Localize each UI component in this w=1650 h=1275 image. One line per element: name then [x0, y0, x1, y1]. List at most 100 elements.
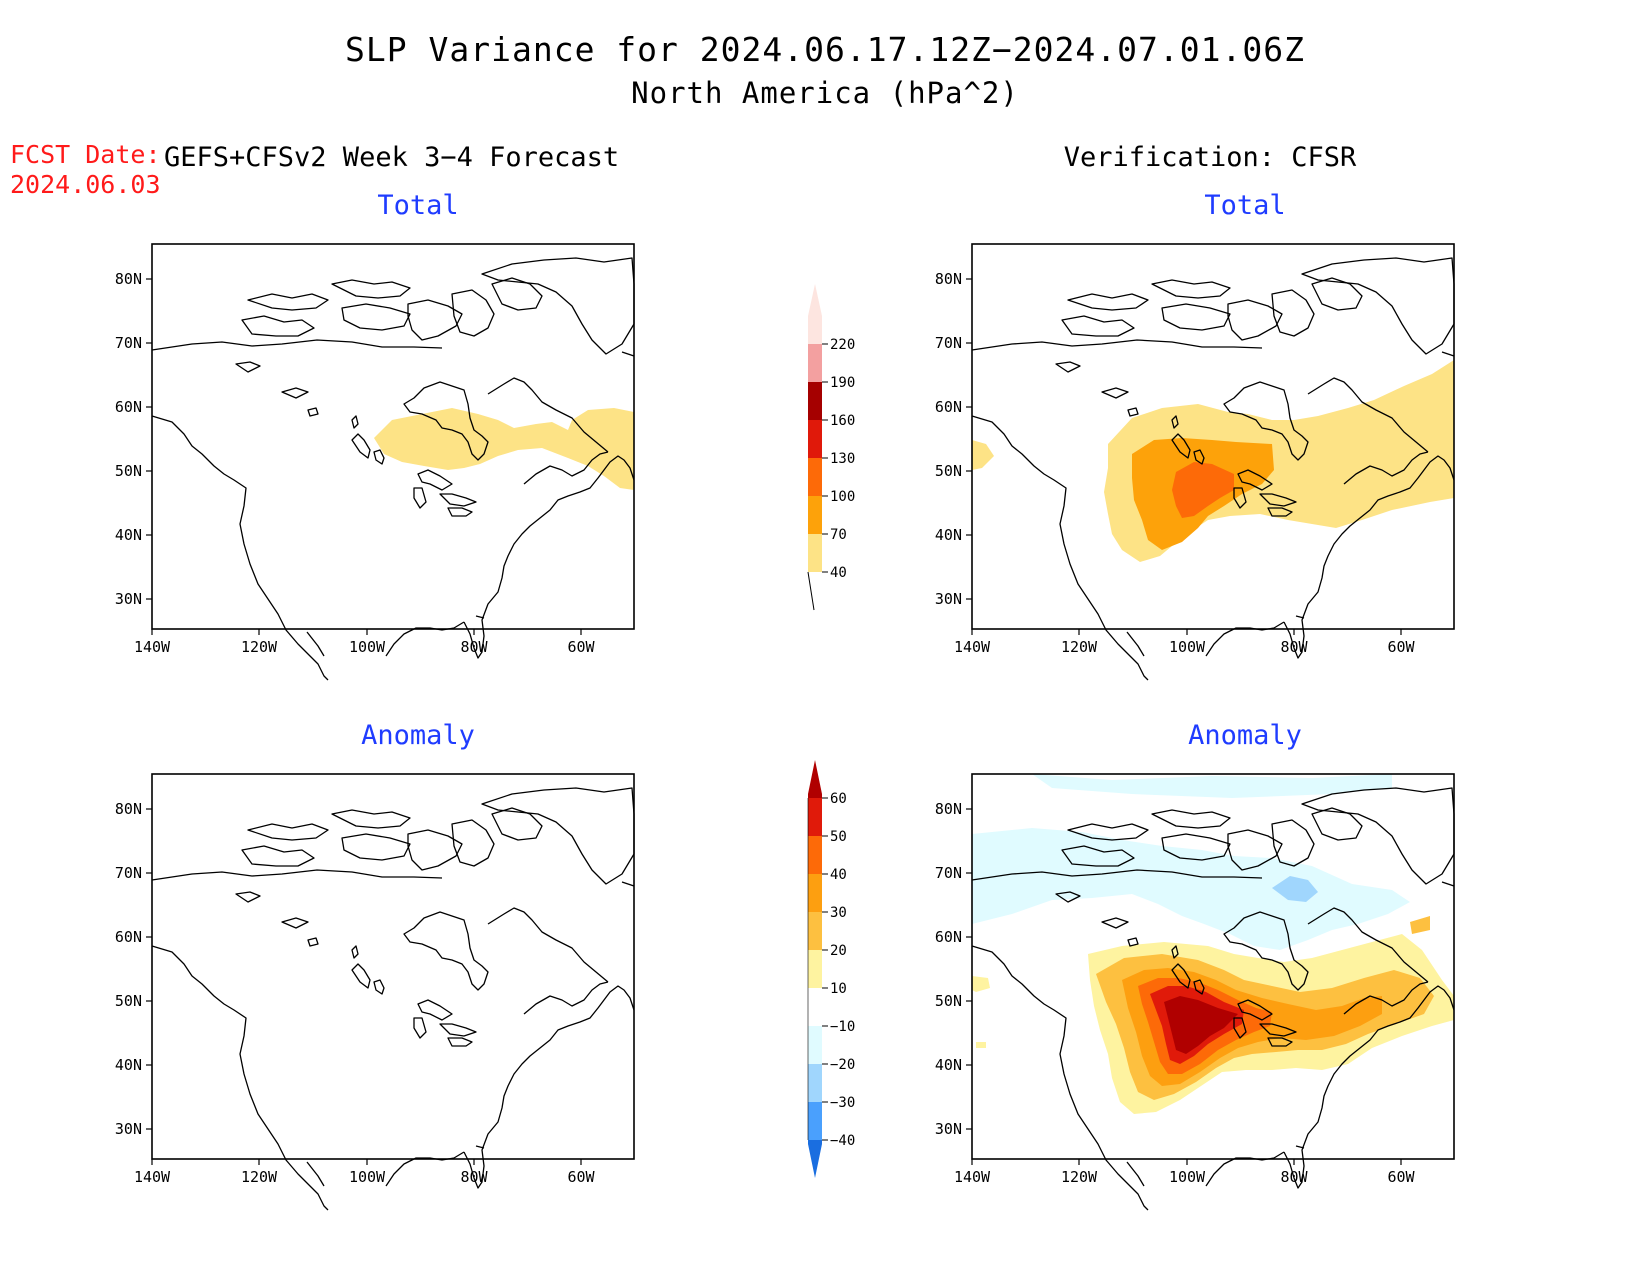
colorbar-swatch	[808, 1026, 822, 1064]
lat-label: 30N	[115, 590, 142, 608]
lat-label: 50N	[935, 462, 962, 480]
lat-label: 40N	[115, 526, 142, 544]
colorbar-swatch	[808, 534, 822, 572]
verification-total-map: 30N 40N 50N 60N 70N 80N 140W 120W 100W 80W 60W	[935, 243, 1455, 681]
forecast-column-title: GEFS+CFSv2 Week 3−4 Forecast	[164, 142, 620, 173]
verification-anomaly-title: Anomaly	[1188, 720, 1302, 751]
colorbar-label: −30	[830, 1095, 855, 1111]
lon-label: 120W	[241, 638, 278, 656]
anomaly-colorbar: 60 50 40 30 20 10 −10 −20 −30 −40	[807, 760, 855, 1178]
colorbar-swatch	[808, 1102, 822, 1140]
lon-label: 60W	[567, 1168, 595, 1186]
colorbar-label: 160	[830, 413, 855, 429]
lon-label: 140W	[954, 1168, 991, 1186]
colorbar-label: 100	[830, 489, 855, 505]
colorbar-label: −40	[830, 1133, 855, 1149]
colorbar-swatch	[808, 284, 822, 344]
lat-label: 30N	[115, 1120, 142, 1138]
lat-label: 40N	[935, 1056, 962, 1074]
colorbar-swatch	[808, 950, 822, 988]
verification-total-shading	[972, 360, 1454, 562]
colorbar-swatch	[808, 798, 822, 836]
colorbar-swatch	[808, 382, 822, 420]
lat-label: 80N	[935, 270, 962, 288]
verification-column-title: Verification: CFSR	[1063, 142, 1357, 173]
colorbar-label: 60	[830, 791, 847, 807]
lon-label: 100W	[349, 1168, 386, 1186]
lat-label: 40N	[935, 526, 962, 544]
lat-label: 80N	[115, 270, 142, 288]
colorbar-label: −20	[830, 1057, 855, 1073]
verification-anomaly-shading	[972, 774, 1454, 1114]
colorbar-label: 220	[830, 337, 855, 353]
lat-label: 60N	[935, 928, 962, 946]
verification-anomaly-frame	[971, 773, 1455, 1160]
lat-label: 80N	[935, 800, 962, 818]
colorbar-swatch	[808, 344, 822, 382]
colorbar-swatch	[808, 1140, 822, 1178]
forecast-date: FCST Date: 2024.06.03	[10, 140, 161, 200]
forecast-total-title: Total	[377, 190, 459, 221]
lon-label: 120W	[241, 1168, 278, 1186]
lon-label: 100W	[1169, 1168, 1206, 1186]
verification-anomaly-map: 30N 40N 50N 60N 70N 80N 140W 120W 100W 80W 60W	[935, 773, 1455, 1211]
lat-label: 50N	[935, 992, 962, 1010]
lat-label: 50N	[115, 992, 142, 1010]
lat-label: 70N	[935, 334, 962, 352]
lon-label: 140W	[954, 638, 991, 656]
lon-label: 60W	[567, 638, 595, 656]
forecast-anomaly-map: 30N 40N 50N 60N 70N 80N 140W 120W 100W 80W 60W	[115, 773, 635, 1211]
main-subtitle: North America (hPa^2)	[631, 76, 1019, 110]
lat-label: 60N	[115, 398, 142, 416]
colorbar-swatch	[808, 874, 822, 912]
colorbar-label: −10	[830, 1019, 855, 1035]
colorbar-swatch	[808, 420, 822, 458]
lat-label: 40N	[115, 1056, 142, 1074]
verification-total-title: Total	[1204, 190, 1286, 221]
lat-label: 60N	[115, 928, 142, 946]
colorbar-swatch	[808, 912, 822, 950]
lat-label: 60N	[935, 398, 962, 416]
lon-label: 80W	[1280, 1168, 1308, 1186]
total-colorbar: 40 70 100 130 160 190 220	[807, 284, 855, 611]
lon-label: 100W	[1169, 638, 1206, 656]
colorbar-label: 190	[830, 375, 855, 391]
forecast-total-frame	[151, 243, 635, 630]
lon-label: 140W	[134, 1168, 171, 1186]
colorbar-swatch	[808, 988, 822, 1026]
colorbar-label: 70	[830, 527, 847, 543]
colorbar-swatch	[808, 458, 822, 496]
lat-label: 70N	[935, 864, 962, 882]
forecast-total-shading	[374, 408, 634, 490]
lon-label: 80W	[460, 1168, 488, 1186]
colorbar-label: 40	[830, 867, 847, 883]
forecast-anomaly-frame	[151, 773, 635, 1160]
forecast-total-map: 30N 40N 50N 60N 70N 80N 140W 120W 100W 80W 60W	[115, 243, 635, 681]
colorbar-label: 10	[830, 981, 847, 997]
lon-label: 120W	[1061, 1168, 1098, 1186]
colorbar-label: 30	[830, 905, 847, 921]
lon-label: 100W	[349, 638, 386, 656]
forecast-total-coastline	[151, 257, 635, 681]
forecast-anomaly-coastline	[151, 787, 635, 1211]
lon-label: 60W	[1387, 1168, 1415, 1186]
lon-label: 60W	[1387, 638, 1415, 656]
colorbar-label: 130	[830, 451, 855, 467]
colorbar-label: 50	[830, 829, 847, 845]
forecast-date-label: FCST Date:	[10, 140, 161, 169]
colorbar-label: 40	[830, 565, 847, 581]
main-title: SLP Variance for 2024.06.17.12Z−2024.07.…	[345, 30, 1305, 69]
verification-total-frame	[971, 243, 1455, 630]
lat-label: 80N	[115, 800, 142, 818]
lat-label: 30N	[935, 1120, 962, 1138]
lon-label: 80W	[460, 638, 488, 656]
colorbar-label: 20	[830, 943, 847, 959]
lat-label: 70N	[115, 334, 142, 352]
lon-label: 140W	[134, 638, 171, 656]
forecast-anomaly-title: Anomaly	[361, 720, 475, 751]
lon-label: 120W	[1061, 638, 1098, 656]
colorbar-swatch	[808, 836, 822, 874]
colorbar-swatch	[808, 760, 822, 798]
lat-label: 30N	[935, 590, 962, 608]
colorbar-swatch	[808, 496, 822, 534]
